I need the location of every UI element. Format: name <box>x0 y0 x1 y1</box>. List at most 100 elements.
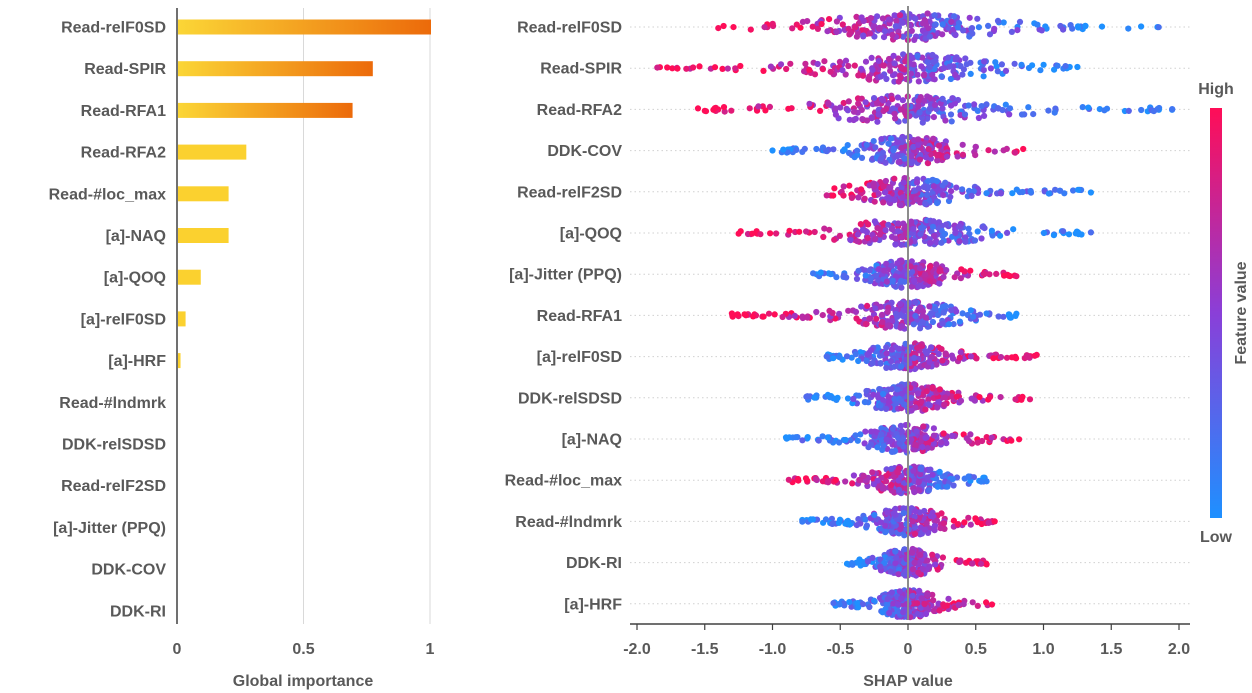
point <box>864 358 870 364</box>
point <box>884 436 890 442</box>
point <box>871 138 877 144</box>
point <box>855 438 861 444</box>
point <box>882 523 888 529</box>
point <box>1012 396 1018 402</box>
point <box>851 472 857 478</box>
point <box>778 61 784 67</box>
point <box>793 434 799 440</box>
point <box>941 309 947 315</box>
point <box>898 278 904 284</box>
point <box>1125 26 1131 32</box>
point <box>845 395 851 401</box>
point <box>882 28 888 34</box>
point <box>934 404 940 410</box>
point <box>981 73 987 79</box>
point <box>1051 232 1057 238</box>
point <box>854 522 860 528</box>
point <box>1012 61 1018 67</box>
point <box>962 55 968 61</box>
point <box>1104 106 1110 112</box>
point <box>866 77 872 83</box>
point <box>817 108 823 114</box>
point <box>970 314 976 320</box>
point <box>836 439 842 445</box>
point <box>712 64 718 70</box>
point <box>925 25 931 31</box>
category-label: Read-RFA2 <box>81 145 166 162</box>
point <box>894 153 900 159</box>
point <box>917 325 923 331</box>
x-tick-label: -0.5 <box>826 641 854 658</box>
point <box>884 509 890 515</box>
point <box>858 221 864 227</box>
category-label: [a]-Jitter (PPQ) <box>509 267 622 284</box>
point <box>719 66 725 72</box>
point <box>872 144 878 150</box>
category-label: Read-RFA1 <box>537 308 622 325</box>
point <box>967 268 973 274</box>
point <box>813 146 819 152</box>
point <box>972 237 978 243</box>
x-axis-label: SHAP value <box>863 673 953 690</box>
point <box>928 344 934 350</box>
category-label: DDK-RI <box>110 603 166 620</box>
point <box>885 596 891 602</box>
point <box>870 360 876 366</box>
point <box>931 433 937 439</box>
point <box>871 598 877 604</box>
point <box>930 224 936 230</box>
point <box>956 559 962 565</box>
point <box>853 315 859 321</box>
bar <box>178 186 229 201</box>
point <box>957 319 963 325</box>
point <box>932 102 938 108</box>
point <box>896 159 902 165</box>
point <box>952 56 958 62</box>
point <box>931 114 937 120</box>
point <box>715 25 721 31</box>
point <box>848 237 854 243</box>
point <box>911 277 917 283</box>
point <box>945 596 951 602</box>
point <box>1060 27 1066 33</box>
point <box>1046 191 1052 197</box>
point <box>944 154 950 160</box>
point <box>881 443 887 449</box>
point <box>938 240 944 246</box>
point <box>818 270 824 276</box>
point <box>917 552 923 558</box>
point <box>1066 231 1072 237</box>
point <box>941 401 947 407</box>
point <box>958 349 964 355</box>
point <box>883 261 889 267</box>
point <box>946 64 952 70</box>
point <box>901 510 907 516</box>
point <box>855 268 861 274</box>
point <box>839 67 845 73</box>
point <box>920 320 926 326</box>
point <box>749 231 755 237</box>
point <box>891 53 897 59</box>
point <box>954 394 960 400</box>
point <box>975 228 981 234</box>
point <box>830 355 836 361</box>
point <box>878 360 884 366</box>
point <box>992 59 998 65</box>
point <box>925 401 931 407</box>
point <box>948 307 954 313</box>
point <box>863 321 869 327</box>
point <box>972 398 978 404</box>
point <box>729 310 735 316</box>
point <box>1057 188 1063 194</box>
point <box>1080 104 1086 110</box>
point <box>872 236 878 242</box>
point <box>880 97 886 103</box>
point <box>850 396 856 402</box>
point <box>924 558 930 564</box>
point <box>900 20 906 26</box>
colorbar-title: Feature value <box>1233 261 1250 364</box>
point <box>865 444 871 450</box>
point <box>864 303 870 309</box>
point <box>1034 352 1040 358</box>
point <box>1010 226 1016 232</box>
